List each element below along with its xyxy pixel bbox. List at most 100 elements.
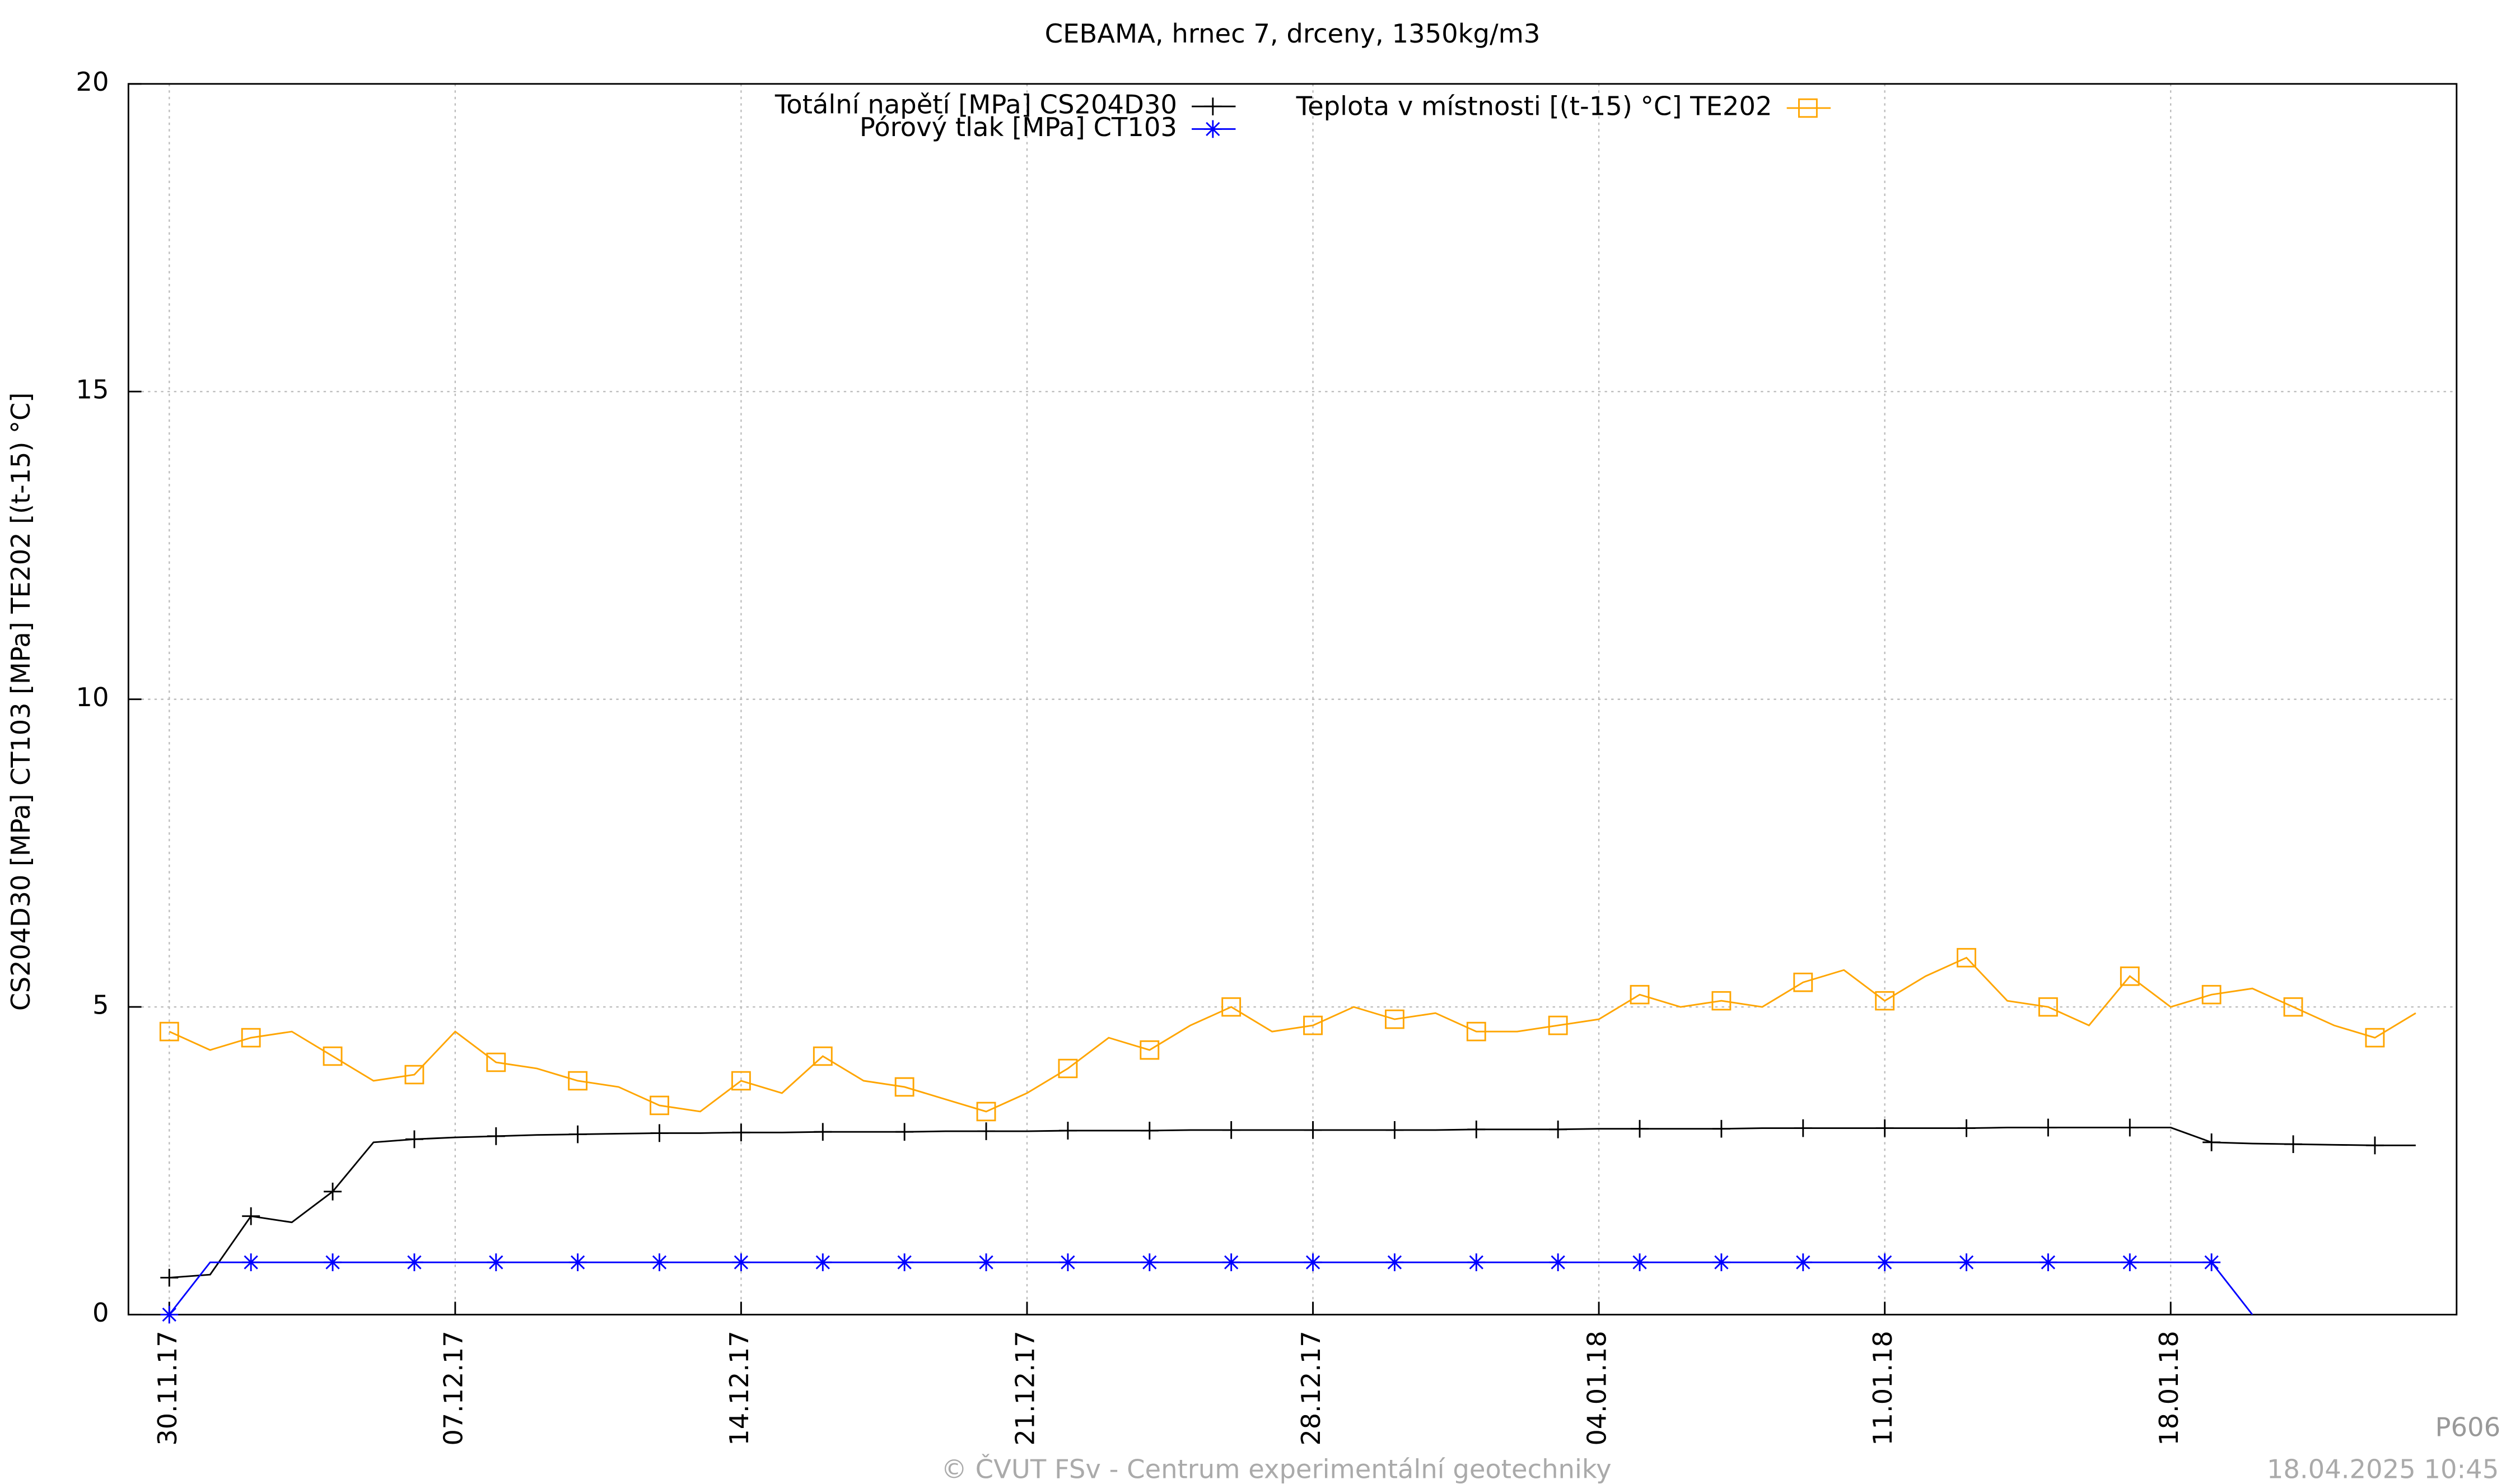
marker: [1711, 991, 1732, 1011]
marker: [650, 1124, 669, 1142]
marker: [814, 1253, 832, 1271]
footer: © ČVUT FSv - Centrum experimentální geot…: [941, 1454, 1611, 1484]
marker: [1058, 1253, 1077, 1271]
marker: [1467, 1253, 1486, 1271]
series-line: [169, 956, 2416, 1113]
marker: [486, 1052, 506, 1072]
legend-marker: [1798, 98, 1818, 118]
marker: [568, 1071, 588, 1091]
plot-frame: [127, 83, 2458, 1315]
marker: [324, 1253, 342, 1271]
x-tick-label: 07.12.17: [438, 1331, 468, 1445]
marker: [894, 1077, 914, 1097]
marker: [814, 1123, 832, 1141]
marker: [976, 1102, 996, 1122]
x-tick-label: 21.12.17: [1010, 1331, 1040, 1445]
watermark: P606: [2435, 1412, 2501, 1443]
x-tick-label: 28.12.17: [1296, 1331, 1326, 1445]
marker: [1793, 972, 1813, 992]
legend-marker: [1203, 120, 1222, 138]
marker: [1875, 1253, 1894, 1271]
legend-marker: [1203, 97, 1222, 115]
marker: [2038, 997, 2058, 1017]
y-tick-label: 0: [92, 1298, 109, 1328]
marker: [732, 1123, 750, 1142]
marker: [487, 1127, 505, 1145]
marker: [2039, 1118, 2057, 1137]
marker: [2284, 1135, 2302, 1154]
marker: [1631, 1119, 1649, 1138]
y-tick-label: 5: [92, 990, 109, 1020]
marker: [2202, 1133, 2221, 1151]
marker: [732, 1253, 750, 1271]
x-tick-label: 30.11.17: [152, 1331, 183, 1445]
marker: [1875, 1119, 1894, 1137]
marker: [1140, 1253, 1159, 1271]
marker: [159, 1021, 179, 1042]
marker: [405, 1253, 423, 1271]
marker: [1631, 1253, 1649, 1271]
marker: [1712, 1253, 1730, 1271]
marker: [1548, 1015, 1568, 1035]
marker: [1385, 1121, 1404, 1139]
marker: [160, 1305, 179, 1324]
marker: [324, 1182, 342, 1201]
marker: [650, 1095, 669, 1116]
marker: [1957, 1119, 1976, 1137]
marker: [813, 1046, 833, 1066]
x-tick-label: 04.01.18: [1581, 1331, 1612, 1445]
marker: [1221, 997, 1242, 1017]
marker: [895, 1253, 914, 1271]
marker: [242, 1207, 260, 1225]
marker: [1467, 1120, 1486, 1138]
marker: [1794, 1119, 1812, 1137]
marker: [1384, 1009, 1404, 1029]
marker: [1549, 1120, 1567, 1138]
marker: [2121, 1253, 2139, 1271]
marker: [895, 1123, 914, 1141]
marker: [1140, 1040, 1160, 1060]
marker: [323, 1046, 343, 1066]
marker: [1957, 948, 1976, 968]
marker: [1466, 1021, 1486, 1042]
marker: [568, 1253, 587, 1271]
marker: [2120, 966, 2140, 986]
marker: [1222, 1253, 1240, 1271]
legend-label: Totální napětí [MPa] CS204D30: [774, 90, 1177, 120]
marker: [1794, 1253, 1812, 1271]
x-tick-label: 18.01.18: [2154, 1331, 2184, 1445]
x-tick-label: 14.12.17: [724, 1331, 754, 1445]
marker: [1549, 1253, 1567, 1271]
legend-label: Pórový tlak [MPa] CT103: [860, 112, 1177, 142]
series-line: [169, 1261, 2253, 1315]
marker: [2039, 1253, 2057, 1271]
marker: [487, 1253, 505, 1271]
marker: [1303, 1015, 1323, 1035]
marker: [1304, 1121, 1322, 1139]
marker: [977, 1253, 996, 1271]
marker: [2202, 1253, 2221, 1271]
marker: [2201, 984, 2222, 1005]
marker: [1630, 984, 1650, 1005]
marker: [241, 1028, 261, 1048]
marker: [1957, 1253, 1976, 1271]
marker: [160, 1268, 179, 1287]
marker: [731, 1071, 751, 1091]
x-tick-label: 11.01.18: [1868, 1331, 1898, 1445]
marker: [977, 1122, 996, 1140]
y-tick-label: 10: [76, 682, 109, 712]
marker: [404, 1065, 424, 1085]
timestamp: 18.04.2025 10:45: [2267, 1454, 2499, 1484]
marker: [1304, 1253, 1322, 1271]
marker: [1385, 1253, 1404, 1271]
marker: [2121, 1118, 2139, 1137]
marker: [2283, 997, 2303, 1017]
marker: [1712, 1119, 1730, 1138]
marker: [1058, 1122, 1077, 1140]
marker: [1058, 1058, 1078, 1079]
marker: [2365, 1136, 2384, 1155]
y-tick-label: 20: [76, 67, 109, 97]
marker: [568, 1125, 587, 1144]
legend-label: Teplota v místnosti [(t-15) °C] TE202: [1296, 91, 1772, 122]
